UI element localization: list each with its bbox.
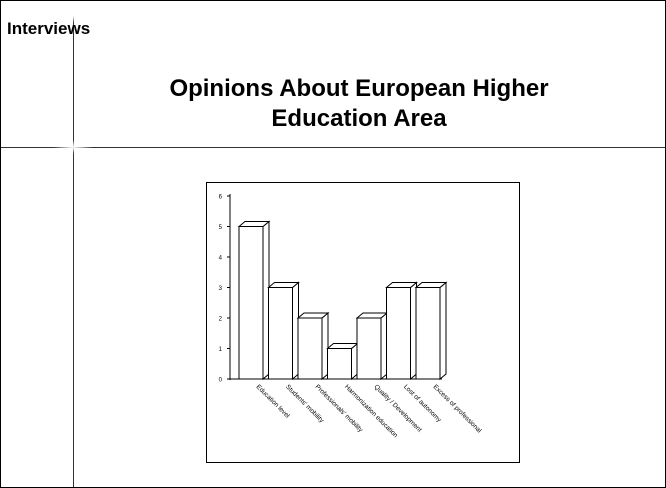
bar-front bbox=[356, 317, 382, 380]
bar bbox=[296, 311, 330, 381]
bar bbox=[385, 281, 418, 381]
divider-highlight bbox=[53, 9, 93, 23]
y-tick-label: 4 bbox=[219, 256, 223, 262]
bar-front bbox=[327, 348, 352, 380]
y-tick-label: 6 bbox=[219, 195, 223, 201]
y-tick-label: 2 bbox=[219, 317, 223, 323]
bar-front bbox=[415, 287, 441, 380]
x-tick-label: Harmonization education bbox=[343, 383, 399, 439]
bar-side bbox=[439, 281, 447, 381]
chart-frame: 0 1 2 3 4 5 6 Education level Students' mobility… bbox=[206, 182, 520, 463]
vertical-divider bbox=[73, 16, 74, 487]
bar-top bbox=[267, 282, 300, 288]
x-tick-label: Excess of professional bbox=[432, 383, 483, 434]
bar bbox=[326, 342, 359, 381]
y-tick-label: 0 bbox=[219, 378, 223, 384]
bar bbox=[414, 281, 448, 381]
bar-top bbox=[414, 282, 448, 288]
divider-highlight bbox=[53, 140, 93, 154]
bar bbox=[237, 220, 271, 381]
title-line-1: Opinions About European Higher bbox=[169, 75, 549, 102]
y-tick-label: 3 bbox=[219, 286, 223, 292]
horizontal-divider bbox=[1, 147, 665, 148]
bar-front bbox=[238, 226, 264, 380]
bar bbox=[267, 281, 300, 381]
bar-top bbox=[237, 221, 271, 227]
y-tick-label: 1 bbox=[219, 347, 223, 353]
bar-top bbox=[355, 312, 389, 319]
bar-front bbox=[297, 317, 323, 380]
bar bbox=[355, 311, 389, 381]
bar-front bbox=[386, 287, 411, 380]
y-tick-label: 5 bbox=[219, 225, 223, 231]
title-line-2: Education Area bbox=[271, 105, 447, 132]
bar-front bbox=[268, 287, 293, 380]
slide-title: Opinions About European Higher Education… bbox=[79, 74, 639, 134]
bar-top bbox=[296, 312, 330, 319]
bar-top bbox=[326, 343, 359, 349]
section-label: Interviews bbox=[7, 19, 91, 38]
bar-top bbox=[385, 282, 418, 288]
